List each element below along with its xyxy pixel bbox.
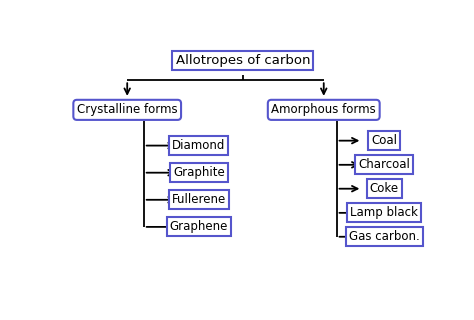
Text: Lamp black: Lamp black (350, 206, 418, 219)
Text: Gas carbon.: Gas carbon. (349, 230, 420, 243)
Text: Amorphous forms: Amorphous forms (272, 103, 376, 116)
Text: Graphite: Graphite (173, 166, 225, 179)
Text: Coke: Coke (370, 182, 399, 195)
Text: Fullerene: Fullerene (172, 193, 226, 206)
Text: Graphene: Graphene (170, 220, 228, 233)
Text: Coal: Coal (371, 134, 397, 147)
Text: Diamond: Diamond (172, 139, 226, 152)
Text: Crystalline forms: Crystalline forms (77, 103, 178, 116)
Text: Allotropes of carbon: Allotropes of carbon (176, 54, 310, 67)
Text: Charcoal: Charcoal (358, 158, 410, 171)
